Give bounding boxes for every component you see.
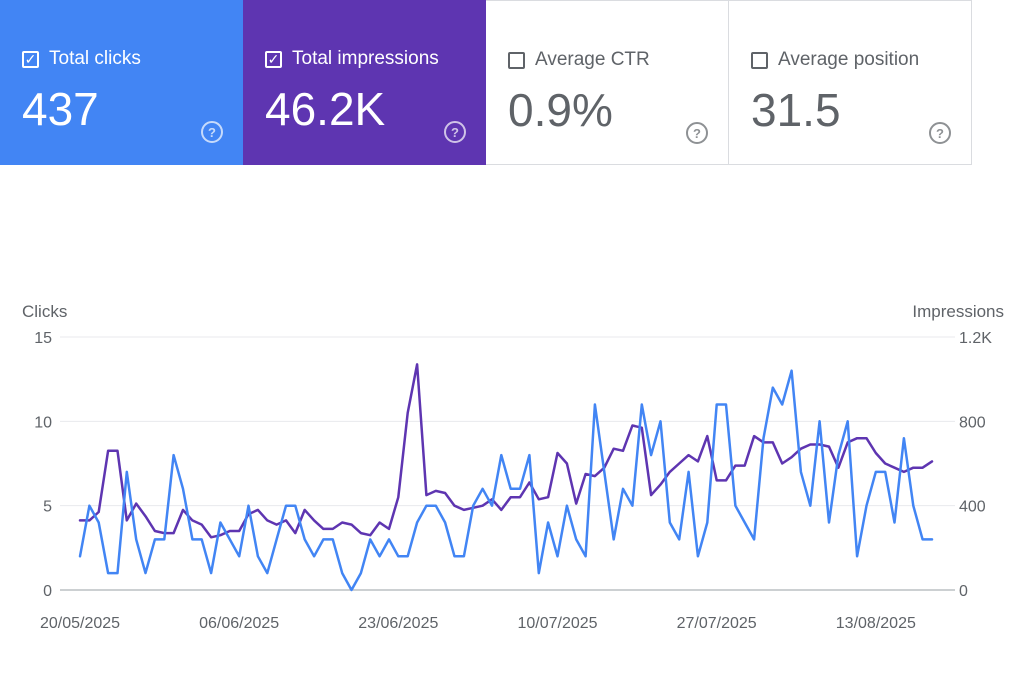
- checkbox-empty-icon[interactable]: [508, 51, 525, 69]
- y-left-tick-label: 5: [43, 499, 52, 516]
- x-tick-label: 20/05/2025: [40, 615, 120, 632]
- help-circle-icon[interactable]: ?: [444, 121, 466, 143]
- y-left-tick-label: 0: [43, 583, 52, 600]
- card-header: ✓ Total impressions: [265, 48, 439, 70]
- card-label: Total clicks: [49, 48, 141, 69]
- card-header: ✓ Total clicks: [22, 48, 141, 70]
- card-value: 0.9%: [508, 84, 613, 136]
- checkbox-checked-icon[interactable]: ✓: [22, 50, 39, 68]
- left-axis-ticks: 15 10 5 0: [34, 330, 52, 600]
- card-value: 46.2K: [265, 83, 386, 135]
- y-left-tick-label: 15: [34, 330, 52, 347]
- card-header: Average CTR: [508, 49, 650, 71]
- metric-cards: ✓ Total clicks 437 ? ✓ Total impressions…: [0, 0, 972, 165]
- card-value: 437: [22, 83, 99, 135]
- card-label: Average position: [778, 49, 920, 70]
- card-average-position[interactable]: Average position 31.5 ?: [729, 0, 972, 165]
- y-right-tick-label: 1.2K: [959, 330, 992, 347]
- x-tick-label: 06/06/2025: [199, 615, 279, 632]
- y-left-tick-label: 10: [34, 414, 52, 431]
- y-right-tick-label: 0: [959, 583, 968, 600]
- card-average-ctr[interactable]: Average CTR 0.9% ?: [486, 0, 729, 165]
- x-tick-label: 27/07/2025: [677, 615, 757, 632]
- gridlines: [60, 336, 955, 591]
- right-axis-title: Impressions: [912, 302, 1004, 321]
- help-circle-icon[interactable]: ?: [686, 122, 708, 144]
- x-axis-ticks: 20/05/2025 06/06/2025 23/06/2025 10/07/2025…: [40, 615, 916, 632]
- card-total-impressions[interactable]: ✓ Total impressions 46.2K ?: [243, 0, 486, 165]
- checkbox-checked-icon[interactable]: ✓: [265, 50, 282, 68]
- checkbox-empty-icon[interactable]: [751, 51, 768, 69]
- card-header: Average position: [751, 49, 919, 71]
- card-total-clicks[interactable]: ✓ Total clicks 437 ?: [0, 0, 243, 165]
- clicks-line: [78, 369, 934, 592]
- impressions-line: [78, 363, 934, 539]
- performance-chart: Clicks Impressions 15 10 5 0 1.2K 800 400 0 20…: [22, 302, 1004, 632]
- right-axis-ticks: 1.2K 800 400 0: [959, 330, 992, 600]
- y-right-tick-label: 800: [959, 414, 986, 431]
- help-circle-icon[interactable]: ?: [201, 121, 223, 143]
- left-axis-title: Clicks: [22, 302, 67, 321]
- card-label: Total impressions: [292, 48, 439, 69]
- x-tick-label: 13/08/2025: [836, 615, 916, 632]
- card-value: 31.5: [751, 84, 841, 136]
- x-tick-label: 23/06/2025: [358, 615, 438, 632]
- series-lines: [78, 363, 934, 592]
- x-tick-label: 10/07/2025: [517, 615, 597, 632]
- card-label: Average CTR: [535, 49, 650, 70]
- help-circle-icon[interactable]: ?: [929, 122, 951, 144]
- y-right-tick-label: 400: [959, 499, 986, 516]
